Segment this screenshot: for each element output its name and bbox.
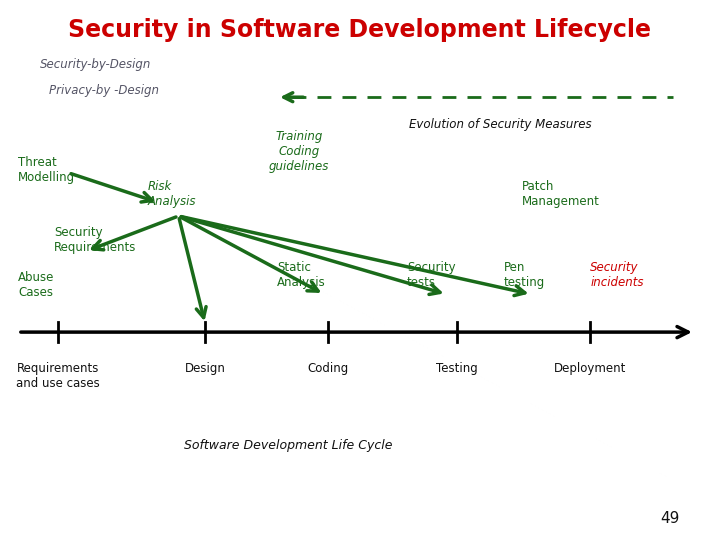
Text: Design: Design [185,362,225,375]
Text: Software Development Life Cycle: Software Development Life Cycle [184,439,392,452]
Text: Testing: Testing [436,362,478,375]
Text: Security in Software Development Lifecycle: Security in Software Development Lifecyc… [68,18,652,42]
Text: Requirements
and use cases: Requirements and use cases [16,362,99,390]
Text: Privacy-by -Design: Privacy-by -Design [49,84,159,97]
Text: Training
Coding
guidelines: Training Coding guidelines [269,130,329,173]
Text: Security
tests: Security tests [407,261,456,289]
Text: Security
Requirements: Security Requirements [54,226,136,254]
Text: Coding: Coding [307,362,348,375]
Text: Deployment: Deployment [554,362,626,375]
Text: Pen
testing: Pen testing [504,261,545,289]
Text: Risk
Analysis: Risk Analysis [148,180,196,208]
Text: Abuse
Cases: Abuse Cases [18,271,55,299]
Text: Security-by-Design: Security-by-Design [40,58,151,71]
Text: Threat
Modelling: Threat Modelling [18,156,75,184]
Text: 49: 49 [660,511,679,526]
Text: Static
Analysis: Static Analysis [277,261,326,289]
Text: Evolution of Security Measures: Evolution of Security Measures [409,118,592,131]
Text: Security
incidents: Security incidents [590,261,644,289]
Text: Patch
Management: Patch Management [522,180,600,208]
